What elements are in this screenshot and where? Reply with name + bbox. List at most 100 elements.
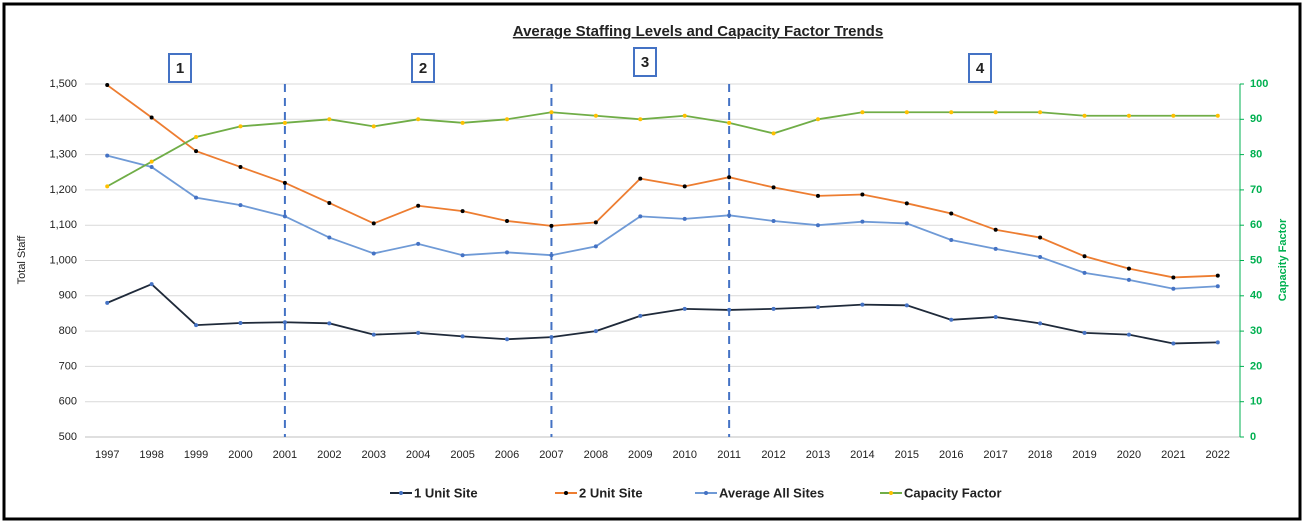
marker <box>194 323 199 328</box>
y2-tick-label: 30 <box>1250 325 1262 337</box>
series-line <box>106 84 1218 279</box>
legend-marker <box>704 491 708 495</box>
x-tick-label: 2019 <box>1072 449 1096 461</box>
marker <box>1171 275 1176 280</box>
marker <box>815 305 820 310</box>
x-tick-label: 1999 <box>184 449 208 461</box>
annotation-box <box>168 53 192 83</box>
legend-marker <box>889 491 893 495</box>
series-line <box>106 283 1218 345</box>
marker <box>593 220 598 225</box>
y-tick-label: 1,500 <box>49 78 77 90</box>
marker <box>993 110 998 115</box>
x-tick-label: 2002 <box>317 449 341 461</box>
marker <box>815 223 820 228</box>
marker <box>682 216 687 221</box>
marker <box>105 184 110 189</box>
annotation-box <box>633 47 657 77</box>
marker <box>1126 332 1131 337</box>
y-axis-label: Total Staff <box>16 235 28 285</box>
annotation-label: 4 <box>976 60 985 77</box>
marker <box>105 300 110 305</box>
marker <box>993 314 998 319</box>
marker <box>549 223 554 228</box>
series-line <box>106 154 1218 290</box>
marker <box>238 203 243 208</box>
y-tick-label: 1,300 <box>49 149 77 161</box>
marker <box>771 218 776 223</box>
marker <box>282 180 287 185</box>
x-tick-label: 1997 <box>95 449 119 461</box>
marker <box>771 185 776 190</box>
frame <box>2 2 1302 521</box>
marker <box>505 117 510 122</box>
marker <box>1215 113 1220 118</box>
x-tick-label: 2016 <box>939 449 963 461</box>
marker <box>860 192 865 197</box>
legend-label: Capacity Factor <box>904 485 1002 500</box>
x-tick-label: 2013 <box>806 449 830 461</box>
marker <box>727 307 732 312</box>
y-tick-label: 1,400 <box>49 113 77 125</box>
y2-tick-label: 40 <box>1250 290 1262 302</box>
marker <box>238 124 243 129</box>
marker <box>282 120 287 125</box>
marker <box>371 221 376 226</box>
annotation-label: 3 <box>641 54 649 71</box>
marker <box>505 250 510 255</box>
x-tick-label: 2020 <box>1117 449 1141 461</box>
y-tick-label: 1,200 <box>49 184 77 196</box>
marker <box>549 253 554 258</box>
marker <box>1215 284 1220 289</box>
marker <box>1082 270 1087 275</box>
marker <box>949 110 954 115</box>
marker <box>727 175 732 180</box>
marker <box>194 149 199 154</box>
y-tick-label: 800 <box>59 325 77 337</box>
marker <box>949 238 954 243</box>
y2-tick-label: 0 <box>1250 431 1256 443</box>
y2-tick-label: 50 <box>1250 254 1262 266</box>
marker <box>327 235 332 240</box>
annotation-box <box>968 53 992 83</box>
marker <box>993 246 998 251</box>
marker <box>1038 110 1043 115</box>
marker <box>1038 235 1043 240</box>
marker <box>682 306 687 311</box>
marker <box>460 253 465 258</box>
marker <box>638 176 643 181</box>
marker <box>282 320 287 325</box>
marker <box>327 321 332 326</box>
y2-tick-label: 90 <box>1250 113 1262 125</box>
marker <box>860 110 865 115</box>
marker <box>460 209 465 214</box>
chart-title: Average Staffing Levels and Capacity Fac… <box>513 23 883 40</box>
marker <box>1126 113 1131 118</box>
marker <box>282 214 287 219</box>
marker <box>638 117 643 122</box>
x-tick-label: 2009 <box>628 449 652 461</box>
marker <box>904 303 909 308</box>
marker <box>105 83 110 88</box>
marker <box>149 282 154 287</box>
marker <box>815 193 820 198</box>
marker <box>727 213 732 218</box>
x-tick-label: 2007 <box>539 449 563 461</box>
x-tick-label: 2014 <box>850 449 874 461</box>
x-tick-label: 2012 <box>761 449 785 461</box>
marker <box>682 113 687 118</box>
y2-axis-label: Capacity Factor <box>1277 218 1289 301</box>
legend-label: 1 Unit Site <box>414 485 478 500</box>
y2-tick-label: 20 <box>1250 360 1262 372</box>
marker <box>1038 254 1043 259</box>
marker <box>149 164 154 169</box>
legend-marker <box>564 491 568 495</box>
marker <box>1126 277 1131 282</box>
x-tick-label: 2010 <box>672 449 696 461</box>
y-tick-label: 500 <box>59 431 77 443</box>
series-line <box>106 111 1218 188</box>
marker <box>860 302 865 307</box>
marker <box>149 159 154 164</box>
marker <box>327 117 332 122</box>
annotation-label: 2 <box>419 60 427 77</box>
